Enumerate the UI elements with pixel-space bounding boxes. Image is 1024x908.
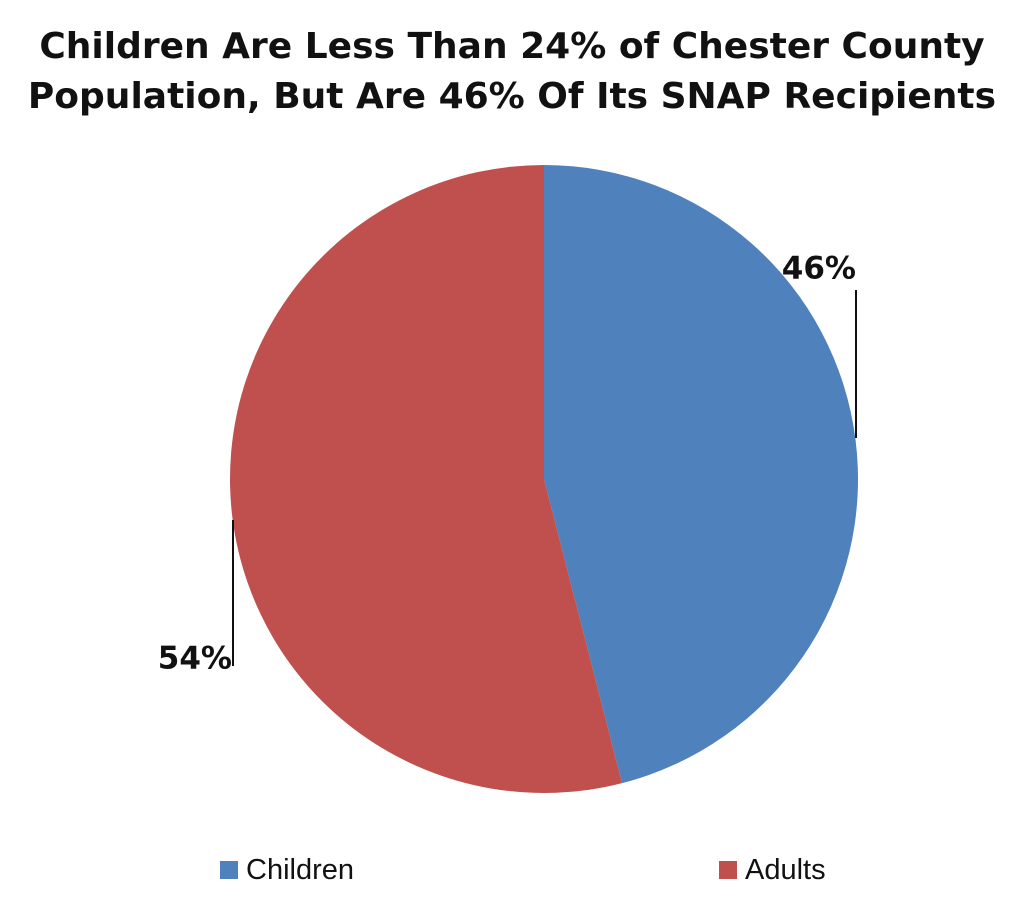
data-label-adults: 54% (158, 641, 232, 677)
legend-item-adults: Adults (719, 850, 826, 890)
chart-title-line-1: Children Are Less Than 24% of Chester Co… (39, 26, 985, 67)
legend-swatch-children (220, 861, 238, 879)
legend-item-children: Children (220, 850, 354, 890)
legend-label-children: Children (246, 854, 354, 886)
data-label-children: 46% (782, 251, 856, 287)
legend-label-adults: Adults (745, 854, 826, 886)
legend-swatch-adults (719, 861, 737, 879)
chart-legend: Children Adults (0, 850, 1024, 890)
chart-title: Children Are Less Than 24% of Chester Co… (0, 22, 1024, 122)
pie-slice-adults (230, 165, 623, 793)
pie-slice-children (544, 165, 859, 784)
chart-title-line-2: Population, But Are 46% Of Its SNAP Reci… (27, 76, 997, 117)
